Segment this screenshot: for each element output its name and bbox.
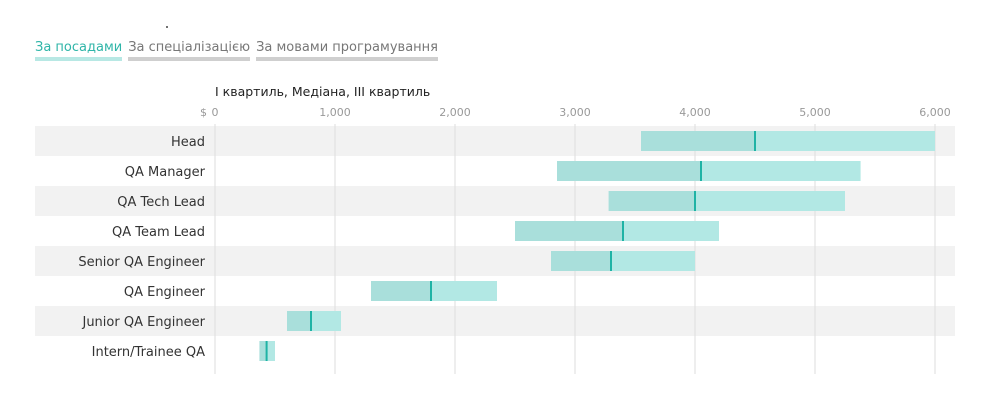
x-tick-label: 1,000 [319,106,351,119]
x-tick-label: 3,000 [559,106,591,119]
median-mark [310,311,312,331]
category-label: Head [171,135,205,150]
tab-by-position[interactable]: За посадами [35,40,123,61]
view-tabs: За посадами За спеціалізацією За мовами … [35,40,438,61]
bar-q1-median [557,161,701,181]
bar-median-q3 [623,221,719,241]
x-tick-label: 4,000 [679,106,711,119]
x-tick-label: 5,000 [799,106,831,119]
median-mark [430,281,432,301]
bar-q1-median [371,281,431,301]
bar-median-q3 [266,341,275,361]
chart-title: I квартиль, Медіана, III квартиль [215,84,430,99]
x-tick-label: 6,000 [919,106,951,119]
tab-by-language[interactable]: За мовами програмування [256,40,438,61]
median-mark [610,251,612,271]
category-label: Senior QA Engineer [78,255,205,270]
bar-q1-median [608,191,695,211]
bar-q1-median [641,131,755,151]
bar-median-q3 [431,281,497,301]
x-tick-label: 0 [212,106,219,119]
bar-median-q3 [311,311,341,331]
decorative-dot [166,26,168,28]
bar-median-q3 [701,161,861,181]
bar-q1-median [515,221,623,241]
row-band [35,306,955,336]
bar-q1-median [551,251,611,271]
category-label: Junior QA Engineer [81,315,205,330]
median-mark [754,131,756,151]
row-band [35,336,955,366]
category-label: QA Engineer [124,285,206,300]
x-axis-prefix: $ [200,106,207,119]
bar-q1-median [259,341,267,361]
row-band [35,216,955,246]
tab-by-specialization[interactable]: За спеціалізацією [128,40,251,61]
category-label: QA Manager [125,165,206,180]
category-label: QA Tech Lead [117,195,205,210]
row-band [35,246,955,276]
median-mark [622,221,624,241]
median-mark [700,161,702,181]
bar-median-q3 [755,131,935,151]
bar-median-q3 [611,251,695,271]
bar-q1-median [287,311,311,331]
bar-median-q3 [695,191,845,211]
category-label: QA Team Lead [112,225,205,240]
category-label: Intern/Trainee QA [92,345,205,360]
x-tick-label: 2,000 [439,106,471,119]
median-mark [265,341,268,361]
median-mark [694,191,696,211]
